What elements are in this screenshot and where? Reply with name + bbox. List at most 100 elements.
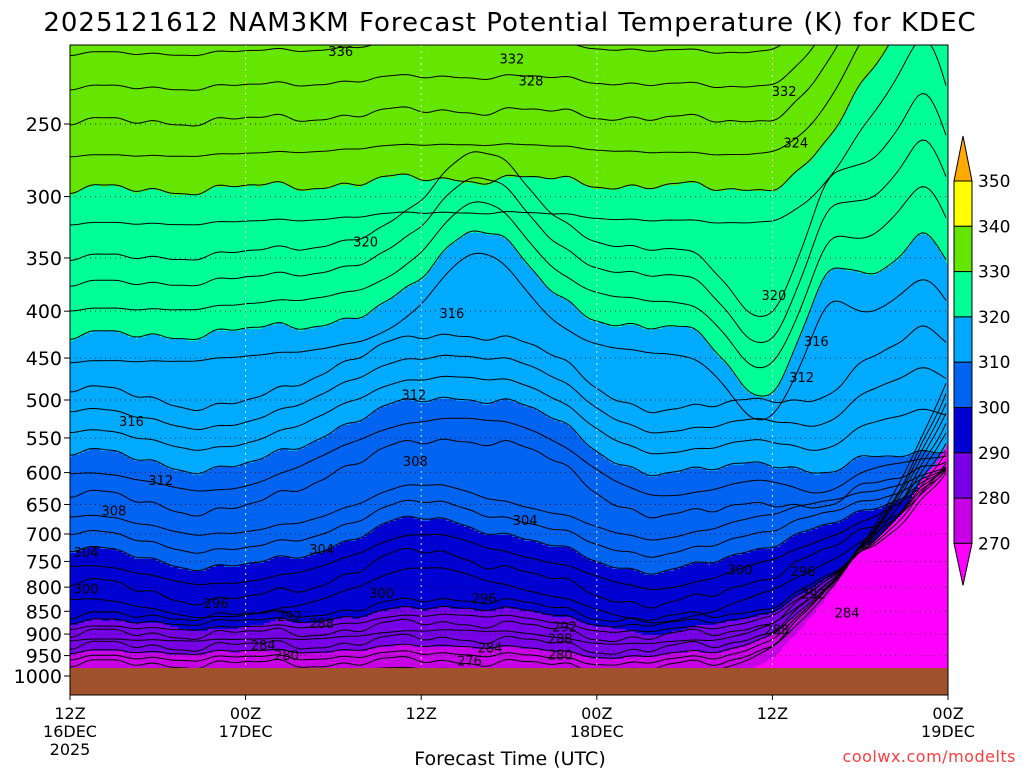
theta-band-cell	[386, 647, 389, 684]
theta-band-cell	[762, 639, 765, 664]
theta-band-cell	[848, 105, 851, 272]
theta-band-cell	[930, 453, 933, 470]
theta-band-cell	[466, 401, 469, 528]
theta-band-cell	[794, 349, 797, 470]
theta-band-cell	[502, 609, 505, 648]
theta-band-cell	[788, 179, 791, 364]
theta-band-cell	[336, 545, 339, 620]
theta-band-cell	[328, 621, 331, 654]
theta-band-cell	[292, 189, 295, 330]
theta-band-cell	[836, 523, 839, 574]
theta-band-cell	[706, 343, 709, 472]
theta-band-cell	[852, 271, 855, 462]
theta-band-cell	[498, 535, 501, 610]
theta-band-cell	[542, 45, 545, 180]
theta-band-cell	[136, 461, 139, 560]
theta-band-cell	[336, 651, 339, 684]
theta-band-cell	[310, 555, 313, 624]
theta-band-cell	[806, 531, 809, 592]
theta-band-cell	[220, 629, 223, 652]
theta-band-cell	[812, 303, 815, 474]
theta-band-cell	[88, 451, 91, 548]
theta-band-cell	[476, 611, 479, 650]
theta-band-cell	[600, 323, 603, 456]
theta-band-cell	[536, 45, 539, 178]
theta-band-cell	[102, 651, 105, 682]
theta-band-cell	[806, 45, 809, 164]
theta-band-cell	[720, 623, 723, 654]
theta-band-cell	[752, 463, 755, 552]
theta-band-cell	[850, 45, 853, 102]
theta-band-cell	[172, 627, 175, 656]
theta-band-cell	[264, 623, 267, 652]
contour-label: 324	[783, 137, 808, 152]
theta-band-cell	[708, 471, 711, 566]
theta-band-cell	[240, 331, 243, 466]
theta-band-cell	[418, 647, 421, 686]
theta-band-cell	[176, 567, 179, 628]
theta-band-cell	[768, 549, 771, 614]
theta-band-cell	[776, 191, 779, 390]
theta-band-cell	[834, 581, 837, 588]
theta-band-cell	[112, 185, 115, 332]
theta-band-cell	[174, 45, 177, 196]
theta-band-cell	[576, 553, 579, 622]
theta-band-cell	[122, 455, 125, 554]
theta-band-cell	[880, 535, 883, 695]
theta-band-cell	[502, 237, 505, 400]
theta-band-cell	[680, 183, 683, 328]
theta-band-cell	[850, 563, 853, 695]
theta-band-cell	[908, 247, 911, 456]
theta-band-cell	[314, 45, 317, 190]
theta-band-cell	[910, 455, 913, 494]
theta-band-cell	[798, 339, 801, 470]
theta-band-cell	[792, 467, 795, 538]
theta-band-cell	[426, 181, 429, 276]
theta-band-cell	[416, 179, 419, 284]
theta-band-cell	[522, 611, 525, 650]
theta-band-cell	[414, 283, 417, 402]
theta-band-cell	[218, 467, 221, 566]
theta-band-cell	[156, 189, 159, 336]
theta-band-cell	[154, 189, 157, 336]
theta-band-cell	[750, 551, 753, 618]
theta-band-cell	[942, 453, 945, 695]
theta-band-cell	[296, 559, 299, 624]
theta-band-cell	[748, 463, 751, 554]
theta-band-cell	[294, 329, 297, 452]
theta-band-cell	[478, 611, 481, 650]
theta-band-cell	[810, 473, 813, 532]
theta-band-cell	[440, 647, 443, 686]
theta-band-cell	[82, 549, 85, 624]
theta-band-cell	[476, 233, 479, 404]
theta-band-cell	[812, 587, 815, 602]
theta-band-cell	[574, 181, 577, 308]
theta-band-cell	[700, 335, 703, 470]
theta-band-cell	[94, 619, 97, 652]
theta-band-cell	[220, 187, 223, 330]
theta-band-cell	[294, 451, 297, 560]
theta-band-cell	[314, 441, 317, 556]
theta-band-cell	[760, 463, 763, 550]
theta-band-cell	[98, 185, 101, 332]
theta-band-cell	[778, 385, 781, 470]
theta-band-cell	[86, 187, 89, 334]
theta-band-cell	[756, 397, 759, 464]
theta-band-cell	[148, 559, 151, 624]
theta-band-cell	[646, 329, 649, 476]
isentrope-338	[70, 45, 782, 57]
theta-band-cell	[838, 45, 841, 126]
theta-band-cell	[96, 651, 99, 682]
theta-band-cell	[542, 283, 545, 414]
theta-band-cell	[314, 555, 317, 624]
theta-band-cell	[304, 447, 307, 558]
theta-band-cell	[718, 469, 721, 562]
theta-band-cell	[608, 461, 611, 568]
theta-band-cell	[856, 45, 859, 90]
theta-band-cell	[652, 45, 655, 190]
theta-band-cell	[722, 361, 725, 468]
theta-band-cell	[824, 143, 827, 278]
theta-band-cell	[542, 413, 545, 546]
theta-band-cell	[96, 619, 99, 652]
theta-band-cell	[632, 45, 635, 186]
